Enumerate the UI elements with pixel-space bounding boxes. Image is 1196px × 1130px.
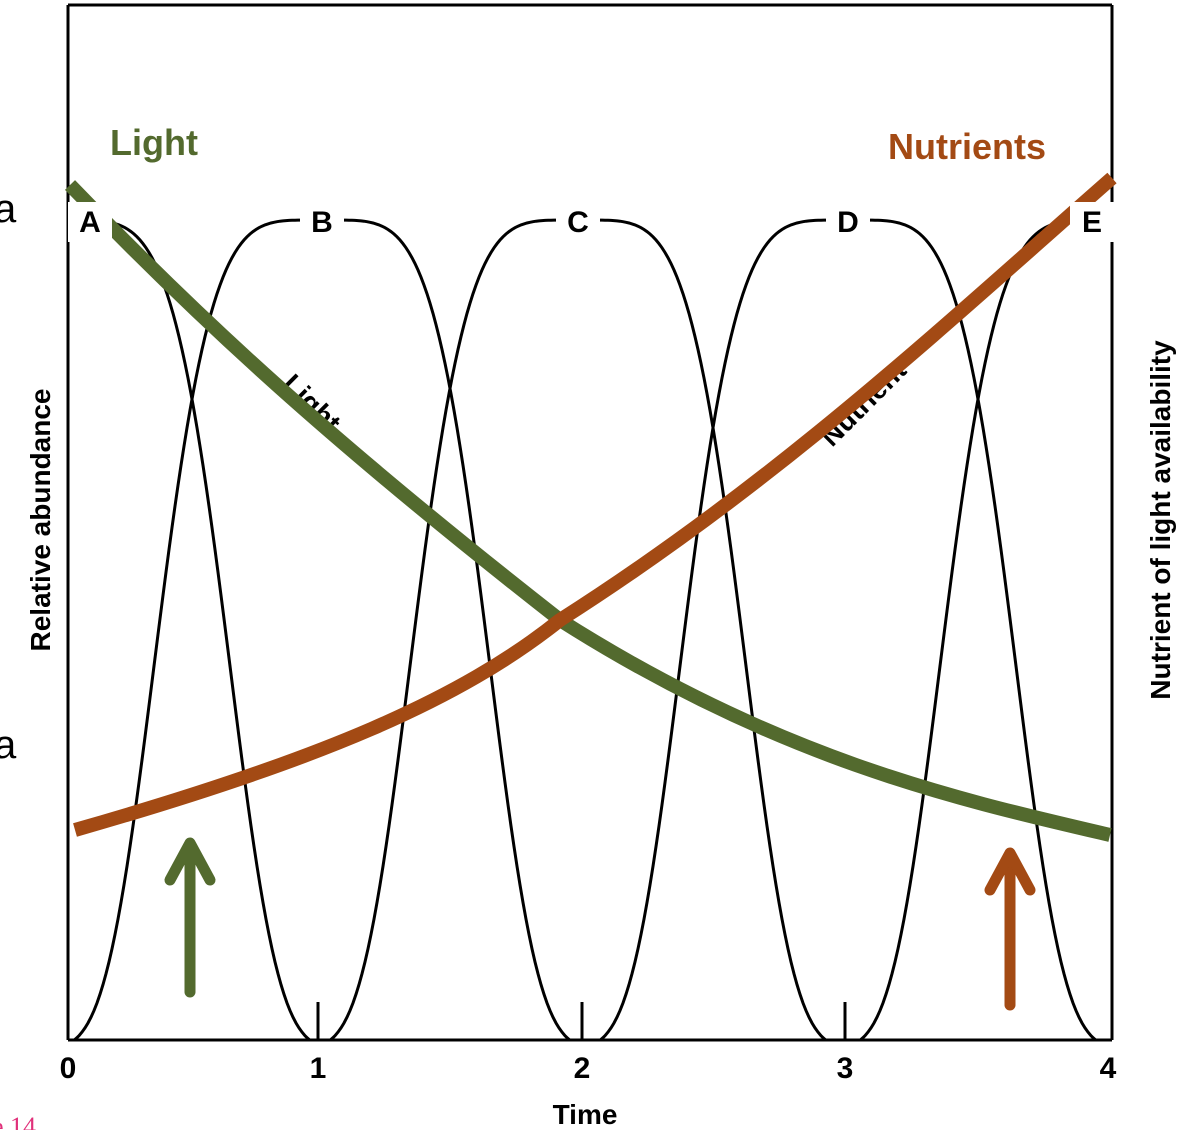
x-tick-label: 0	[60, 1052, 77, 1085]
species-label: C	[567, 206, 589, 239]
nutrient-curve	[73, 172, 1117, 837]
y2-axis-label: Nutrient of light availability	[1145, 340, 1176, 700]
species-curves	[68, 218, 1112, 1040]
x-tick-label: 1	[310, 1052, 327, 1085]
slide-fragment: a	[0, 723, 17, 767]
species-curve	[597, 218, 1099, 1040]
x-ticks: 0 1 2 3 4	[60, 1052, 1117, 1085]
species-label-bg	[1070, 202, 1114, 242]
light-curve	[64, 180, 1112, 842]
species-label-bg	[68, 202, 112, 242]
y-axis-label: Relative abundance	[25, 389, 56, 652]
species-label-bg	[556, 202, 600, 242]
light-arrow	[164, 837, 216, 998]
legend-light: Light	[110, 122, 198, 163]
species-label: B	[311, 206, 333, 239]
slide-fragment: a	[0, 187, 17, 231]
species-curve	[68, 218, 313, 1040]
frame	[66, 3, 1114, 1042]
species-label: A	[79, 206, 101, 239]
species-label-bg	[826, 202, 870, 242]
species-label-bg	[300, 202, 344, 242]
slide-fragment: e 14	[0, 1112, 36, 1130]
x-tick-label: 3	[837, 1052, 854, 1085]
species-label: D	[837, 206, 859, 239]
x-tick-label: 4	[1100, 1052, 1117, 1085]
legend-nutrients: Nutrients	[888, 126, 1046, 167]
species-curve	[857, 218, 1112, 1040]
species-label: E	[1082, 206, 1102, 239]
x-axis-label: Time	[553, 1099, 618, 1130]
x-tick-label: 2	[574, 1052, 591, 1085]
nutrient-arrow	[984, 847, 1036, 1011]
